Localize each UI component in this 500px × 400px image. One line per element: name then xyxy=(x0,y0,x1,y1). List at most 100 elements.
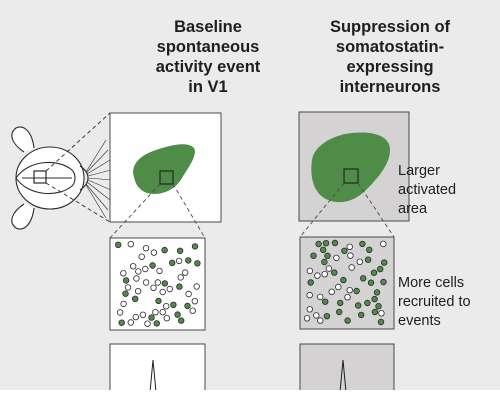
suppression-active-cell xyxy=(320,246,327,253)
suppression-inactive-cell xyxy=(348,264,355,271)
suppression-inactive-cell xyxy=(317,293,324,301)
baseline-inactive-cell xyxy=(154,279,161,286)
baseline-zoom-lines xyxy=(109,183,206,239)
baseline-inactive-cell xyxy=(181,269,189,276)
suppression-active-cell xyxy=(377,318,385,326)
baseline-trace xyxy=(149,359,157,390)
suppression-active-cell xyxy=(340,276,347,284)
label-larger-area: Larger activated area xyxy=(398,163,457,217)
suppression-inactive-cell xyxy=(306,267,314,275)
suppression-active-cell xyxy=(324,252,331,259)
suppression-active-cell xyxy=(315,240,322,248)
baseline-inactive-cell xyxy=(134,288,142,295)
baseline-active-cell xyxy=(161,246,168,254)
suppression-inactive-cell xyxy=(321,271,328,278)
baseline-inactive-cell xyxy=(150,249,158,256)
suppression-inactive-cell xyxy=(346,287,353,294)
baseline-inactive-cell xyxy=(150,284,157,291)
baseline-inactive-cell xyxy=(175,257,183,265)
suppression-active-cell xyxy=(336,308,343,316)
suppression-active-cell xyxy=(364,256,372,263)
baseline-inactive-cell xyxy=(127,319,134,326)
baseline-inactive-cell xyxy=(185,290,192,298)
suppression-active-cell xyxy=(373,289,381,296)
baseline-active-cell xyxy=(185,257,192,264)
suppression-inactive-cell xyxy=(347,252,354,259)
baseline-inactive-cell xyxy=(156,267,163,275)
baseline-active-cell xyxy=(174,311,181,318)
baseline-inactive-cell xyxy=(142,279,150,286)
baseline-zoom-box xyxy=(159,170,174,185)
suppression-active-cell xyxy=(370,269,378,276)
baseline-inactive-cell xyxy=(120,300,127,308)
baseline-trace-panel xyxy=(109,343,206,390)
baseline-active-cell xyxy=(118,319,125,326)
baseline-active-cell xyxy=(148,314,155,321)
baseline-activation-area xyxy=(133,144,195,194)
baseline-active-cell xyxy=(194,260,201,267)
suppression-active-cell xyxy=(364,299,371,307)
mouse-ear-upper xyxy=(11,126,35,153)
suppression-inactive-cell xyxy=(356,258,363,265)
baseline-inactive-cell xyxy=(162,303,170,310)
suppression-active-cell xyxy=(355,302,362,309)
baseline-active-cell xyxy=(170,301,177,308)
mouse-v1-box xyxy=(33,170,47,184)
suppression-inactive-cell xyxy=(380,240,387,248)
baseline-active-cell xyxy=(191,243,199,250)
baseline-active-cell xyxy=(176,283,183,290)
baseline-inactive-cell xyxy=(135,268,142,275)
baseline-inactive-cell xyxy=(116,309,124,316)
suppression-active-cell xyxy=(360,275,367,282)
baseline-inactive-cell xyxy=(138,253,145,260)
baseline-inactive-cell xyxy=(142,244,150,252)
mouse-head-icon xyxy=(11,112,113,230)
baseline-active-cell xyxy=(184,302,191,310)
suppression-zoom-box xyxy=(343,168,359,184)
baseline-active-cell xyxy=(149,262,156,269)
suppression-active-cell xyxy=(323,313,331,320)
suppression-inactive-cell xyxy=(317,317,324,324)
suppression-active-cell xyxy=(321,258,328,266)
baseline-inactive-cell xyxy=(163,315,170,322)
baseline-active-cell xyxy=(114,241,122,248)
suppression-inactive-cell xyxy=(325,265,333,272)
baseline-active-cell xyxy=(122,277,130,284)
suppression-active-cell xyxy=(310,252,317,259)
suppression-active-cell xyxy=(380,278,387,286)
figure-stage: Baseline spontaneous activity event in V… xyxy=(0,0,500,390)
suppression-active-cell xyxy=(307,279,314,286)
suppression-inactive-cell xyxy=(314,272,321,279)
baseline-inactive-cell xyxy=(127,240,134,248)
suppression-inactive-cell xyxy=(378,310,385,317)
baseline-cells xyxy=(114,240,201,327)
baseline-active-cell xyxy=(122,290,129,297)
suppression-active-cell xyxy=(331,269,338,276)
suppression-trace xyxy=(339,359,347,390)
suppression-inactive-cell xyxy=(333,254,340,262)
baseline-inactive-cell xyxy=(144,320,151,327)
baseline-inactive-cell xyxy=(133,275,140,282)
zoom-lines-mouse xyxy=(45,112,111,223)
suppression-active-cell xyxy=(371,308,379,316)
suppression-active-cell xyxy=(377,265,384,273)
baseline-inactive-cell xyxy=(193,283,200,290)
baseline-inactive-cell xyxy=(159,309,166,316)
suppression-active-cell xyxy=(371,295,378,303)
suppression-inactive-cell xyxy=(306,291,313,299)
baseline-inactive-cell xyxy=(129,263,137,270)
suppression-inactive-cell xyxy=(303,315,311,322)
suppression-active-cell xyxy=(367,279,375,286)
baseline-active-cell xyxy=(153,320,160,327)
suppression-active-cell xyxy=(366,246,373,253)
baseline-inactive-cell xyxy=(124,284,132,291)
suppression-inactive-cell xyxy=(328,288,335,295)
suppression-active-cell xyxy=(344,317,351,324)
baseline-inactive-cell xyxy=(159,288,166,296)
baseline-active-cell xyxy=(176,247,184,254)
baseline-active-cell xyxy=(177,317,185,324)
baseline-inactive-cell xyxy=(191,298,198,305)
baseline-inactive-cell xyxy=(139,311,147,318)
suppression-active-cell xyxy=(353,287,360,295)
baseline-inactive-cell xyxy=(132,313,139,321)
